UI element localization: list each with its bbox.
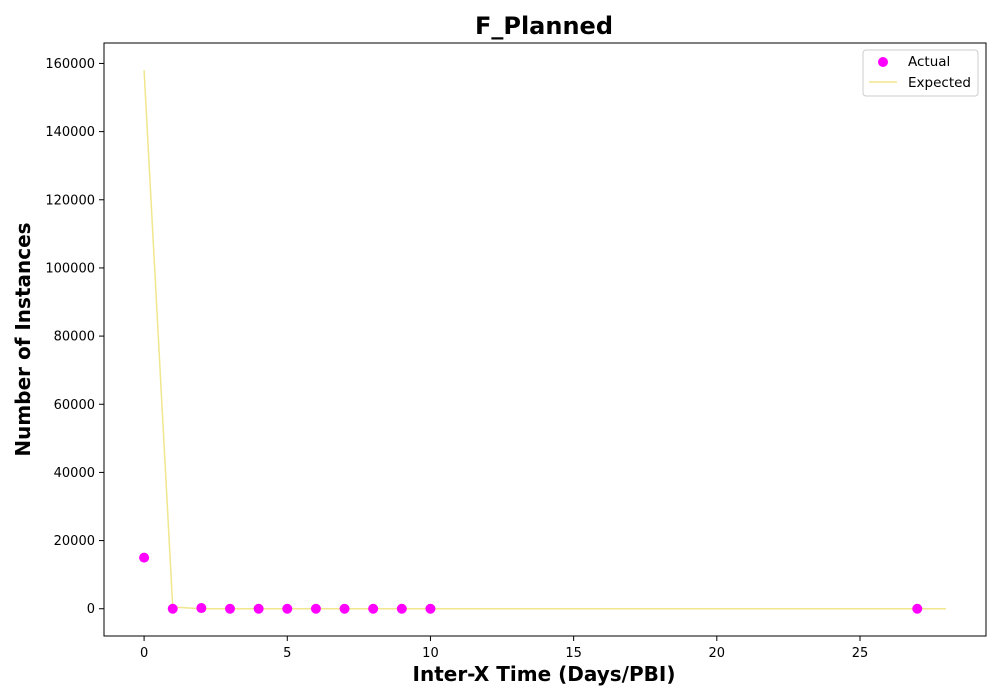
x-tick-label: 20 xyxy=(709,646,726,661)
actual-point xyxy=(225,603,235,614)
y-tick-label: 60000 xyxy=(54,398,95,413)
legend-actual-label: Actual xyxy=(908,54,950,70)
legend-box xyxy=(862,49,979,97)
actual-point xyxy=(253,603,264,614)
y-tick-label: 40000 xyxy=(54,466,95,481)
chart-title: F_Planned xyxy=(475,12,613,40)
y-tick-label: 0 xyxy=(87,602,95,617)
actual-point xyxy=(368,603,379,614)
axis-ticks: 0 5 10 15 20 25 0 20000 40000 60000 80000 100000 120… xyxy=(45,57,868,661)
y-tick-label: 80000 xyxy=(54,330,95,345)
actual-point xyxy=(310,603,321,614)
y-tick-label: 120000 xyxy=(45,193,95,208)
y-tick-label: 100000 xyxy=(45,261,95,276)
actual-point xyxy=(139,552,150,563)
actual-point xyxy=(282,603,293,614)
actual-point xyxy=(912,603,923,614)
x-tick-label: 25 xyxy=(852,646,869,661)
actual-point xyxy=(425,603,436,614)
y-tick-label: 140000 xyxy=(45,125,95,140)
x-axis-label: Inter-X Time (Days/PBI) xyxy=(413,662,676,686)
expected-line xyxy=(143,70,946,610)
actual-point xyxy=(167,603,178,614)
plot-area xyxy=(139,70,946,614)
x-tick-label: 15 xyxy=(565,646,582,661)
y-axis-label: Number of Instances xyxy=(11,222,35,456)
y-tick-label: 160000 xyxy=(45,57,95,72)
legend-expected-label: Expected xyxy=(908,75,971,91)
x-tick-label: 10 xyxy=(422,646,439,661)
actual-point xyxy=(196,603,207,614)
legend: Actual Expected xyxy=(862,49,979,97)
actual-point xyxy=(339,603,350,614)
legend-actual-marker xyxy=(878,57,888,67)
x-tick-label: 5 xyxy=(283,646,291,661)
x-tick-label: 0 xyxy=(140,646,148,661)
actual-point xyxy=(396,603,407,614)
y-tick-label: 20000 xyxy=(54,534,95,549)
plot-frame xyxy=(103,42,987,637)
